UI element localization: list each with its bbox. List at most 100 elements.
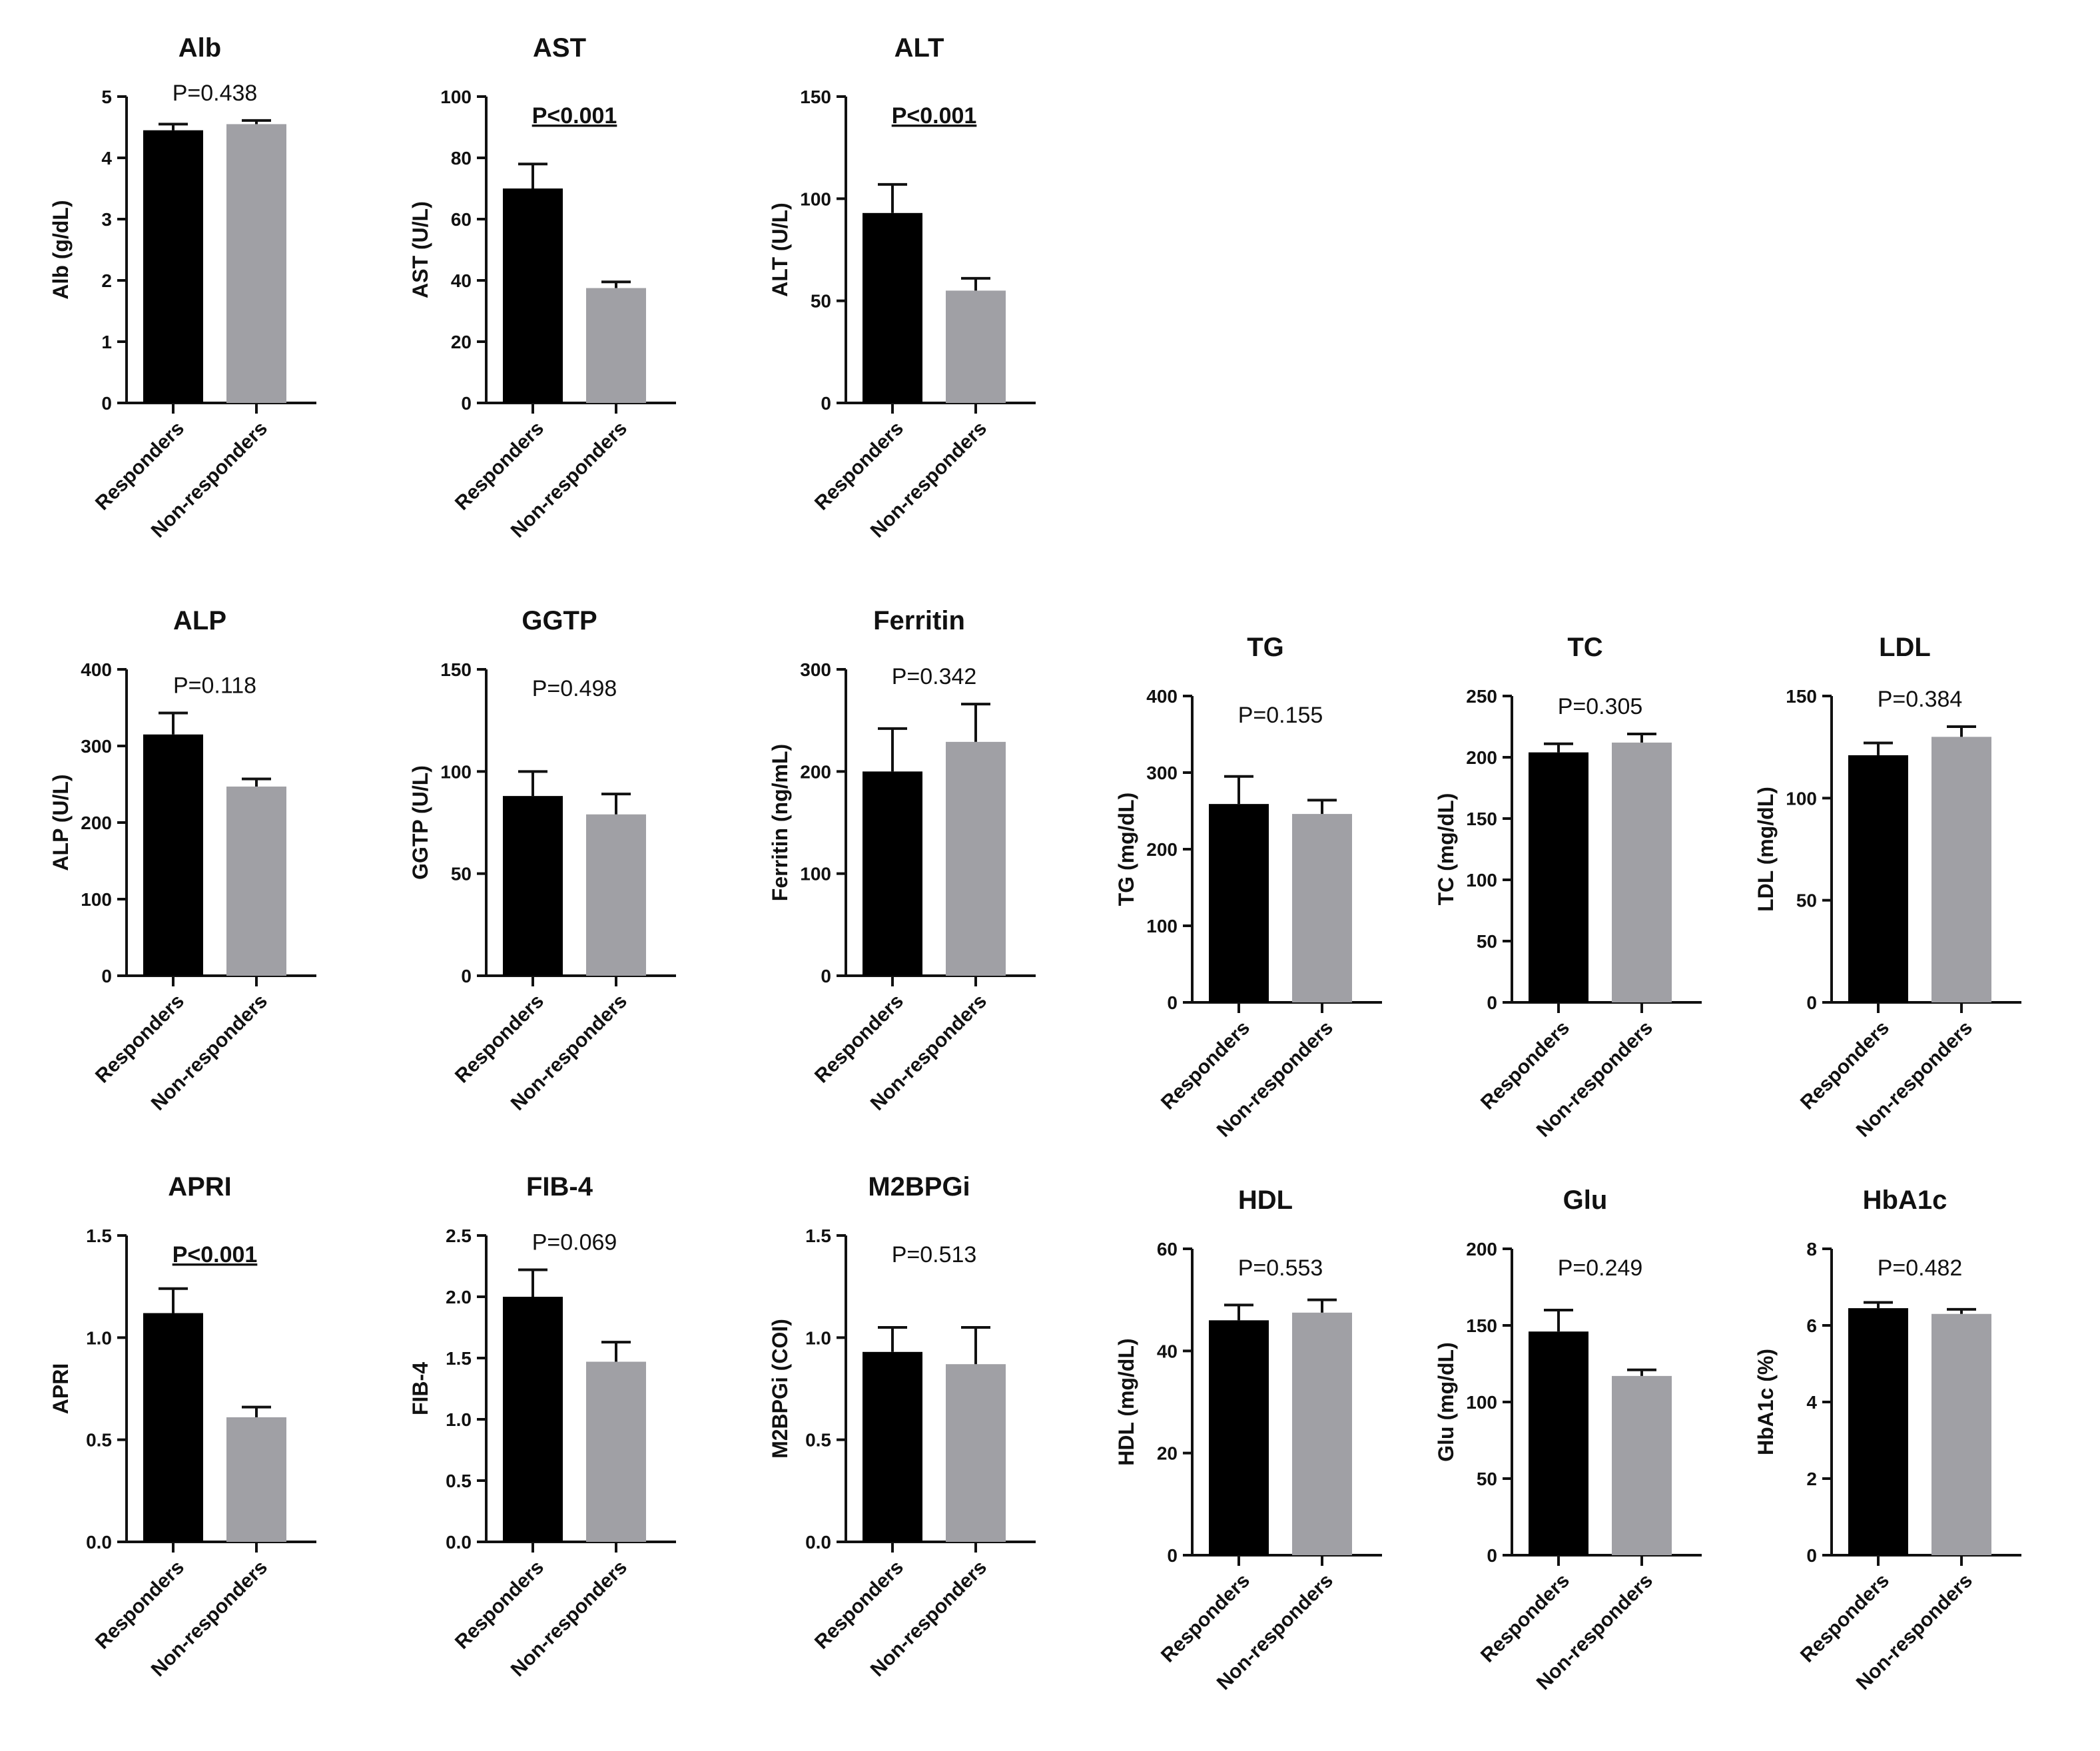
bar-responders <box>503 188 563 403</box>
p-value-annotation: P=0.513 <box>892 1242 977 1267</box>
y-tick-label: 3 <box>101 209 112 230</box>
y-tick-label: 2 <box>101 270 112 291</box>
bar-responders <box>863 1351 922 1542</box>
chart-panel-tg: TG TG (mg/dL) 0 100 200 300 400 Responders Non-r… <box>1086 619 1445 1142</box>
bar-non-responders <box>586 814 646 976</box>
y-tick-label: 0 <box>101 966 112 986</box>
y-tick-label: 0.0 <box>446 1532 472 1553</box>
y-tick-label: 150 <box>800 87 831 107</box>
y-tick-label: 4 <box>101 148 112 169</box>
chart-svg-fib-4: FIB-4FIB-40.00.51.01.52.02.5RespondersNo… <box>408 1172 676 1681</box>
y-axis-label: HDL (mg/dL) <box>1114 1338 1138 1465</box>
y-axis-label: FIB-4 <box>408 1362 432 1415</box>
y-tick-label: 100 <box>1146 916 1178 936</box>
p-value-annotation: P=0.249 <box>1558 1255 1643 1281</box>
bar-non-responders <box>946 1364 1006 1542</box>
bar-responders <box>863 212 922 403</box>
y-tick-label: 200 <box>800 761 831 782</box>
chart-panel-apri: APRI APRI 0.0 0.5 1.0 1.5 Responders Non-respon… <box>20 1159 380 1681</box>
y-tick-label: 60 <box>451 209 472 230</box>
p-value-annotation: P=0.342 <box>892 664 977 689</box>
bar-non-responders <box>946 741 1006 976</box>
chart-title: Alb <box>178 33 221 63</box>
p-value-annotation: P=0.498 <box>532 676 617 701</box>
y-tick-label: 100 <box>440 761 472 782</box>
y-axis-label: AST (U/L) <box>408 201 432 298</box>
y-tick-label: 80 <box>451 148 472 169</box>
bar-responders <box>1529 752 1588 1002</box>
y-tick-label: 250 <box>1466 686 1497 707</box>
bar-responders <box>503 796 563 976</box>
y-tick-label: 60 <box>1157 1239 1178 1259</box>
y-tick-label: 6 <box>1806 1315 1817 1336</box>
chart-panel-alt: ALT ALT (U/L) 0 50 100 150 Responders Non-respo… <box>739 20 1099 542</box>
y-tick-label: 20 <box>451 332 472 352</box>
chart-title: Glu <box>1563 1186 1608 1215</box>
chart-title: TC <box>1567 633 1602 662</box>
chart-title: ALT <box>894 33 944 63</box>
y-tick-label: 50 <box>1796 890 1817 911</box>
bar-non-responders <box>946 290 1006 403</box>
bar-responders <box>863 771 922 976</box>
y-axis-label: Ferritin (ng/mL) <box>768 744 792 901</box>
y-tick-label: 200 <box>81 813 112 833</box>
y-tick-label: 1 <box>101 332 112 352</box>
y-tick-label: 2.0 <box>446 1287 472 1307</box>
p-value-annotation: P=0.384 <box>1878 687 1963 712</box>
y-tick-label: 200 <box>1466 1239 1497 1259</box>
y-axis-label: ALT (U/L) <box>768 202 792 297</box>
y-tick-label: 0.0 <box>805 1532 831 1553</box>
y-tick-label: 2.5 <box>446 1226 472 1246</box>
y-tick-label: 20 <box>1157 1443 1178 1464</box>
p-value-annotation: P=0.118 <box>173 673 256 699</box>
chart-title: HbA1c <box>1863 1186 1947 1215</box>
bar-non-responders <box>1931 737 1991 1002</box>
bar-non-responders <box>1612 742 1672 1002</box>
y-tick-label: 300 <box>800 659 831 680</box>
y-tick-label: 5 <box>101 87 112 107</box>
bar-responders <box>1848 1308 1908 1555</box>
y-tick-label: 0 <box>1806 992 1817 1013</box>
y-tick-label: 0 <box>101 393 112 414</box>
chart-panel-tc: TC TC (mg/dL) 0 50 100 150 200 250 Responders Non… <box>1405 619 1765 1142</box>
y-tick-label: 150 <box>1786 686 1817 707</box>
y-tick-label: 1.0 <box>446 1409 472 1430</box>
y-tick-label: 50 <box>451 864 472 884</box>
y-tick-label: 0.0 <box>86 1532 112 1553</box>
y-tick-label: 100 <box>800 188 831 209</box>
chart-svg-apri: APRIAPRI0.00.51.01.5RespondersNon-respon… <box>49 1172 316 1681</box>
y-tick-label: 4 <box>1806 1392 1817 1413</box>
y-tick-label: 400 <box>81 659 112 680</box>
chart-title: APRI <box>168 1172 232 1202</box>
y-tick-label: 1.0 <box>805 1327 831 1348</box>
chart-title: HDL <box>1238 1186 1293 1215</box>
y-tick-label: 40 <box>451 270 472 291</box>
p-value-annotation: P=0.553 <box>1238 1255 1323 1281</box>
chart-panel-ast: AST AST (U/L) 0 20 40 60 80 100 Responders Non-re… <box>380 20 739 542</box>
chart-title: M2BPGi <box>868 1172 970 1202</box>
chart-title: LDL <box>1879 633 1931 662</box>
y-tick-label: 2 <box>1806 1469 1817 1489</box>
y-tick-label: 300 <box>81 736 112 757</box>
y-tick-label: 1.5 <box>86 1226 112 1246</box>
p-value-annotation: P=0.305 <box>1558 694 1643 719</box>
p-value-annotation: P<0.001 <box>892 103 977 129</box>
p-value-annotation: P<0.001 <box>532 103 617 129</box>
y-tick-label: 100 <box>81 889 112 910</box>
p-value-annotation: P<0.001 <box>173 1242 258 1267</box>
y-tick-label: 0 <box>1487 1545 1497 1566</box>
p-value-annotation: P=0.069 <box>532 1230 617 1255</box>
y-axis-label: GGTP (U/L) <box>408 765 432 880</box>
y-tick-label: 100 <box>440 87 472 107</box>
chart-panel-glu: Glu Glu (mg/dL) 0 50 100 150 200 Responders Non-… <box>1405 1172 1765 1694</box>
y-tick-label: 100 <box>1786 788 1817 809</box>
y-tick-label: 100 <box>1466 870 1497 890</box>
y-axis-label: M2BPGi (COI) <box>768 1319 792 1459</box>
bar-responders <box>503 1297 563 1542</box>
